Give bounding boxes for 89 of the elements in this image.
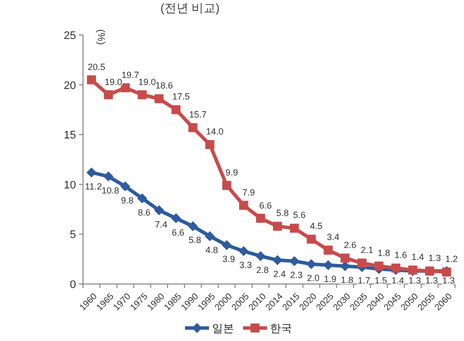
point (222, 180, 232, 190)
point (289, 256, 300, 266)
point (86, 75, 96, 84)
data-label: 3.3 (239, 260, 252, 270)
data-label: 19.7 (122, 70, 140, 80)
point (256, 251, 266, 262)
chart-subtitle: (전년 비교) (160, 1, 220, 15)
data-label: 2.0 (307, 273, 320, 284)
data-label: 6.6 (172, 227, 184, 238)
point (358, 258, 366, 268)
data-label: 1.4 (392, 276, 404, 286)
data-label: 1.3 (428, 253, 441, 264)
data-label: 5.6 (293, 210, 306, 220)
data-label: 1.3 (408, 276, 421, 286)
y-axis-title: (%) (95, 29, 106, 45)
point (391, 264, 400, 273)
point (239, 200, 248, 210)
data-label: 3.4 (326, 232, 340, 242)
y-tick-label: 25 (64, 30, 76, 42)
data-label: 1.3 (425, 276, 438, 286)
data-label: 2.3 (290, 270, 303, 280)
data-label: 1.3 (442, 276, 455, 286)
data-label: 17.5 (172, 92, 190, 102)
y-tick-label: 5 (70, 229, 76, 242)
point (104, 90, 113, 100)
data-label: 5.8 (188, 235, 202, 246)
y-tick-label: 20 (64, 80, 76, 92)
point (324, 246, 333, 255)
point (171, 213, 181, 224)
data-label: 8.6 (138, 207, 150, 218)
legend-label: 한국 (270, 323, 292, 335)
data-label: 4.8 (206, 245, 218, 256)
point (290, 224, 299, 233)
point (138, 90, 147, 100)
point (188, 123, 198, 132)
data-label: 15.7 (189, 110, 207, 120)
data-label: 1.5 (374, 276, 388, 286)
data-label: 9.9 (225, 167, 238, 178)
data-label: 7.9 (242, 187, 255, 198)
point (272, 222, 282, 231)
data-label: 14.0 (206, 126, 224, 137)
data-label: 1.9 (324, 274, 336, 284)
point (154, 94, 164, 104)
data-label: 2.1 (360, 245, 374, 256)
data-label: 20.5 (88, 62, 106, 72)
point (205, 140, 214, 150)
legend-label: 일본 (212, 323, 234, 335)
data-label: 2.4 (273, 269, 286, 280)
data-label: 5.8 (276, 208, 289, 218)
point (188, 221, 198, 232)
point (86, 167, 96, 178)
point (137, 193, 148, 204)
data-label: 2.8 (256, 265, 269, 276)
point (238, 246, 249, 256)
point (323, 260, 334, 270)
data-label: 1.2 (445, 254, 458, 264)
data-label: 11.2 (85, 181, 102, 192)
point (222, 240, 232, 250)
data-label: 1.8 (340, 275, 354, 286)
point (340, 261, 350, 272)
y-tick-label: 10 (64, 179, 76, 192)
point (154, 205, 164, 216)
point (340, 254, 350, 263)
data-label: 9.8 (121, 195, 134, 206)
data-label: 4.5 (310, 221, 323, 232)
point (256, 214, 266, 223)
data-label: 2.6 (344, 240, 356, 250)
data-label: 1.4 (411, 252, 424, 262)
point (306, 234, 316, 244)
data-label: 19.0 (104, 76, 122, 87)
data-label: 1.7 (358, 276, 370, 286)
point (374, 262, 384, 271)
point (172, 105, 180, 114)
data-label: 3.9 (222, 254, 235, 264)
data-label: 1.8 (378, 248, 390, 258)
y-tick-label: 15 (64, 130, 76, 142)
data-label: 1.6 (394, 250, 408, 260)
data-label: 6.6 (259, 200, 272, 210)
data-label: 18.6 (155, 80, 173, 91)
point (204, 231, 215, 242)
point (306, 259, 316, 270)
point (103, 171, 114, 182)
point (272, 255, 282, 266)
point (120, 83, 130, 92)
data-label: 19.0 (138, 76, 156, 87)
y-tick-label: 0 (70, 279, 76, 291)
point (120, 181, 130, 192)
data-label: 7.4 (154, 219, 168, 230)
data-label: 10.8 (102, 185, 120, 196)
